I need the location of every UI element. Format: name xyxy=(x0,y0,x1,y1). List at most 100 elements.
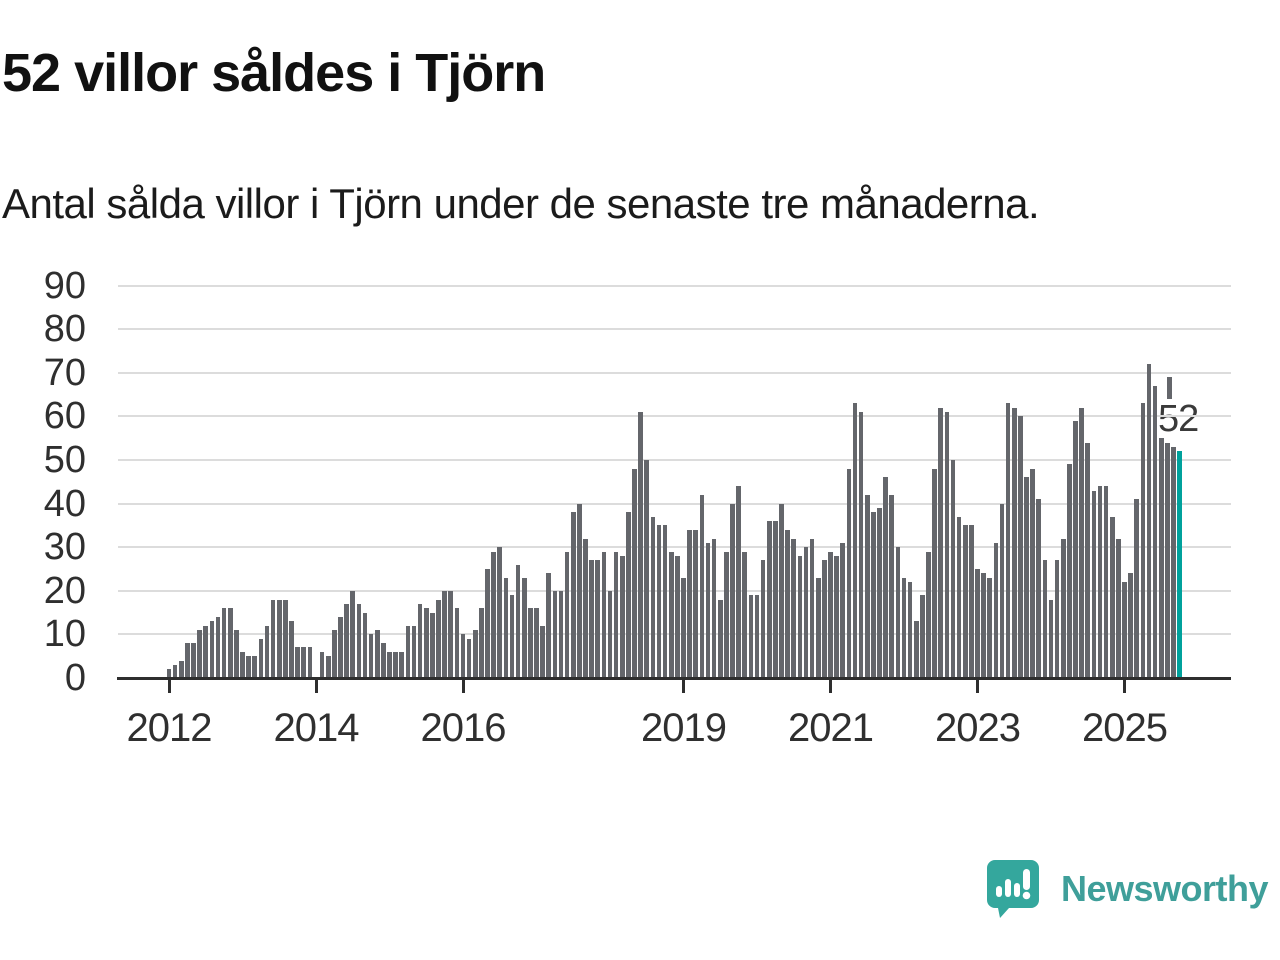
bar xyxy=(472,630,478,678)
x-tick-2012 xyxy=(167,680,171,693)
bar xyxy=(209,621,215,678)
bar xyxy=(185,643,190,678)
bar xyxy=(950,460,956,678)
bar xyxy=(619,555,625,678)
bar xyxy=(705,542,711,678)
bar xyxy=(1005,403,1011,678)
newsworthy-logo-icon xyxy=(986,860,1039,918)
bar xyxy=(417,603,423,678)
gridline-y-90 xyxy=(118,284,1231,287)
bar xyxy=(920,595,925,678)
bar xyxy=(846,468,852,678)
bar xyxy=(754,595,760,678)
bar xyxy=(1134,499,1140,678)
bar xyxy=(362,612,368,678)
bar xyxy=(675,555,680,678)
bar xyxy=(1109,516,1115,678)
bar xyxy=(1011,407,1017,678)
bar xyxy=(448,590,454,678)
bar xyxy=(962,525,968,678)
bar xyxy=(577,503,582,678)
bar xyxy=(1042,560,1048,678)
bar xyxy=(711,538,717,678)
bar xyxy=(693,529,699,678)
y-axis-label-20: 20 xyxy=(43,569,86,612)
bar xyxy=(662,525,668,678)
bar xyxy=(552,590,558,678)
bar xyxy=(583,538,588,678)
bar xyxy=(479,608,484,678)
bar xyxy=(1171,446,1176,678)
bar xyxy=(932,468,937,678)
bar xyxy=(1140,403,1146,678)
bar xyxy=(668,551,674,678)
bar xyxy=(607,590,613,678)
y-axis-label-90: 90 xyxy=(43,264,86,307)
bar xyxy=(344,603,349,678)
bar xyxy=(742,551,748,678)
bar xyxy=(650,516,656,678)
x-tick-2019 xyxy=(682,680,685,693)
bar-latest-highlighted xyxy=(1177,451,1182,678)
bar xyxy=(822,560,827,678)
bar xyxy=(993,542,999,678)
bar xyxy=(626,512,631,678)
gridline-y-70 xyxy=(118,371,1231,374)
bar xyxy=(466,638,472,678)
bar xyxy=(546,573,552,678)
y-axis-label-70: 70 xyxy=(43,351,86,394)
bar xyxy=(1085,442,1091,678)
bar xyxy=(864,494,870,678)
bar xyxy=(332,630,337,678)
x-axis-label-2023: 2023 xyxy=(935,706,1021,750)
bar xyxy=(356,603,362,678)
bar xyxy=(717,599,723,678)
x-axis-label-2021: 2021 xyxy=(788,706,874,750)
bar xyxy=(368,634,374,678)
bar xyxy=(889,494,895,678)
bar xyxy=(503,577,509,678)
bar xyxy=(350,590,356,678)
bar xyxy=(803,547,809,678)
bar xyxy=(197,630,202,678)
bar xyxy=(601,551,607,678)
bar xyxy=(221,608,227,678)
bar xyxy=(381,643,386,678)
bar xyxy=(613,551,619,678)
bar xyxy=(699,494,705,678)
bar xyxy=(1073,420,1078,678)
bar xyxy=(877,507,882,678)
bar xyxy=(270,599,276,678)
bar xyxy=(460,634,466,678)
bar xyxy=(1165,442,1170,678)
bar xyxy=(1116,538,1121,678)
y-axis-label-40: 40 xyxy=(43,482,86,525)
bar xyxy=(589,560,594,678)
chart-subtitle: Antal sålda villor i Tjörn under de sena… xyxy=(2,180,1040,227)
bar xyxy=(191,643,196,678)
bar xyxy=(295,647,300,678)
bar xyxy=(766,521,772,678)
bar xyxy=(1048,599,1054,678)
bar xyxy=(724,551,729,678)
gridline-y-50 xyxy=(118,459,1231,462)
bar xyxy=(736,486,741,678)
bar xyxy=(264,625,270,678)
x-tick-2025 xyxy=(1123,680,1126,693)
bar xyxy=(1146,364,1152,678)
x-tick-2023 xyxy=(976,680,979,693)
bar xyxy=(405,625,411,678)
bar xyxy=(809,538,815,678)
bar xyxy=(1030,468,1035,678)
newsworthy-brand: Newsworthy xyxy=(986,858,1269,920)
bar xyxy=(276,599,282,678)
bar xyxy=(730,503,735,678)
gridline-y-30 xyxy=(118,546,1231,549)
bar xyxy=(913,621,919,678)
bar xyxy=(1152,385,1158,678)
bar xyxy=(595,560,601,678)
bar xyxy=(871,512,876,678)
bar xyxy=(387,651,392,678)
x-axis-label-2019: 2019 xyxy=(641,706,727,750)
bar xyxy=(558,590,564,678)
